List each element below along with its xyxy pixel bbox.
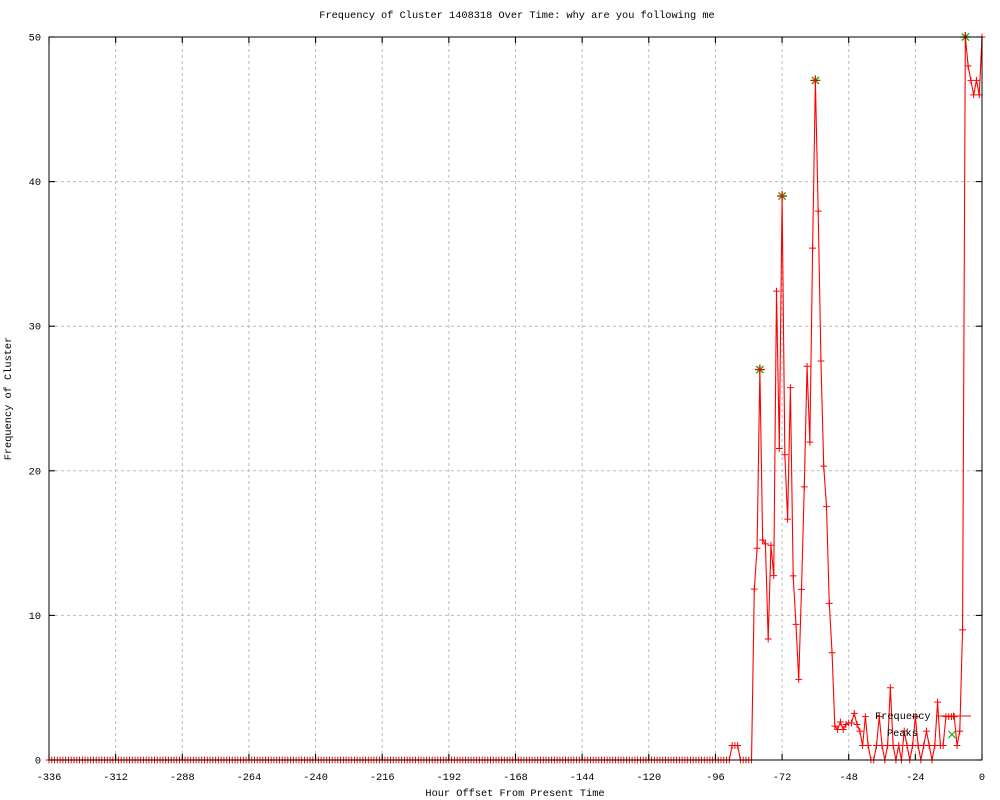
svg-text:40: 40 [29,177,41,189]
svg-text:-192: -192 [437,772,462,784]
svg-text:-240: -240 [303,772,328,784]
svg-text:Frequency of Cluster: Frequency of Cluster [3,337,15,461]
svg-text:-72: -72 [773,772,792,784]
svg-text:-48: -48 [839,772,858,784]
svg-text:-216: -216 [370,772,395,784]
svg-text:30: 30 [29,322,41,334]
svg-text:-288: -288 [170,772,195,784]
svg-text:-144: -144 [570,772,595,784]
svg-text:-264: -264 [237,772,262,784]
svg-text:-312: -312 [103,772,128,784]
svg-text:Hour Offset From Present Time: Hour Offset From Present Time [425,788,604,800]
svg-text:50: 50 [29,33,41,45]
svg-text:Peaks: Peaks [887,728,918,740]
svg-text:0: 0 [979,772,985,784]
svg-text:-336: -336 [37,772,62,784]
svg-text:-120: -120 [636,772,661,784]
svg-text:Frequency of Cluster 1408318 O: Frequency of Cluster 1408318 Over Time: … [319,10,714,22]
svg-text:10: 10 [29,611,41,623]
svg-text:-96: -96 [706,772,725,784]
svg-text:Frequency: Frequency [875,711,931,723]
svg-text:-168: -168 [503,772,528,784]
svg-text:-24: -24 [906,772,925,784]
svg-text:0: 0 [35,756,41,768]
svg-text:20: 20 [29,466,41,478]
